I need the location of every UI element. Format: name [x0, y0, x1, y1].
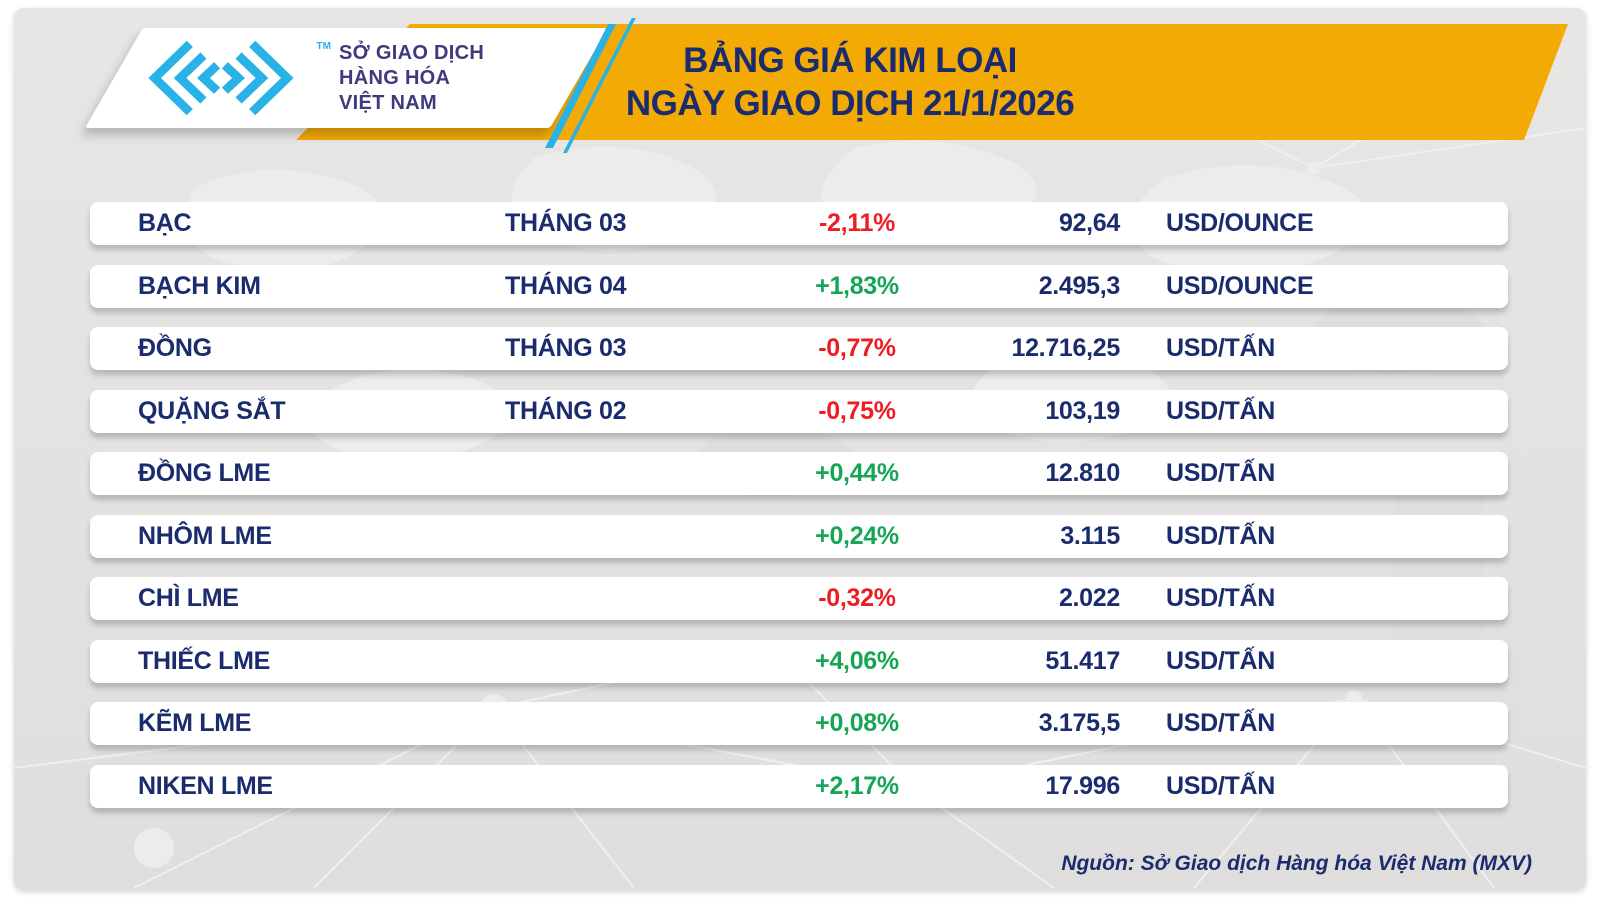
mxv-logo-card: TM SỞ GIAO DỊCH HÀNG HÓA VIỆT NAM: [85, 28, 608, 128]
price-value: 17.996: [1045, 771, 1120, 800]
exchange-name: SỞ GIAO DỊCH HÀNG HÓA VIỆT NAM: [339, 41, 484, 116]
table-row: ĐỒNG LME +0,44% 12.810 USD/TẤN: [90, 452, 1508, 495]
price-unit: USD/TẤN: [1166, 771, 1276, 800]
price-value: 92,64: [1058, 209, 1120, 237]
price-unit: USD/TẤN: [1166, 459, 1276, 487]
price-value: 12.716,25: [1011, 334, 1120, 362]
price-unit: USD/TẤN: [1166, 709, 1276, 737]
commodity-name: NIKEN LME: [138, 771, 273, 800]
page-title: BẢNG GIÁ KIM LOẠI NGÀY GIAO DỊCH 21/1/20…: [500, 39, 1200, 125]
content-panel: BẢNG GIÁ KIM LOẠI NGÀY GIAO DỊCH 21/1/20…: [14, 8, 1586, 890]
change-percent: +0,08%: [815, 709, 899, 737]
source-note: Nguồn: Sở Giao dịch Hàng hóa Việt Nam (M…: [1061, 852, 1532, 875]
commodity-name: ĐỒNG LME: [138, 459, 271, 487]
change-percent: +2,17%: [815, 771, 899, 800]
contract-month: THÁNG 02: [505, 396, 627, 425]
price-value: 51.417: [1045, 646, 1120, 675]
table-row: KẼM LME +0,08% 3.175,5 USD/TẤN: [90, 702, 1508, 745]
table-row: NHÔM LME +0,24% 3.115 USD/TẤN: [90, 514, 1508, 558]
commodity-name: BẠCH KIM: [138, 271, 261, 300]
price-value: 3.175,5: [1038, 709, 1121, 737]
price-value: 103,19: [1045, 396, 1120, 425]
change-percent: -2,11%: [818, 209, 896, 237]
change-percent: +0,44%: [815, 459, 899, 487]
title-line1: BẢNG GIÁ KIM LOẠI: [683, 41, 1017, 80]
contract-month: THÁNG 04: [505, 271, 627, 300]
exchange-name-line1: SỞ GIAO DỊCH: [339, 41, 485, 64]
price-unit: USD/OUNCE: [1166, 271, 1314, 300]
price-unit: USD/OUNCE: [1166, 209, 1314, 237]
trademark-symbol: TM: [316, 41, 331, 52]
table-row: ĐỒNG THÁNG 03 -0,77% 12.716,25 USD/TẤN: [90, 327, 1508, 370]
price-value: 12.810: [1045, 459, 1120, 487]
commodity-name: CHÌ LME: [138, 584, 239, 612]
change-percent: +0,24%: [815, 521, 899, 550]
price-value: 2.022: [1058, 584, 1120, 612]
price-table: BẠC THÁNG 03 -2,11% 92,64 USD/OUNCE BẠCH…: [90, 202, 1508, 808]
table-row: CHÌ LME -0,32% 2.022 USD/TẤN: [90, 577, 1508, 620]
price-value: 2.495,3: [1038, 271, 1121, 300]
commodity-name: NHÔM LME: [138, 521, 272, 550]
change-percent: +4,06%: [815, 646, 899, 675]
title-line2: NGÀY GIAO DỊCH 21/1/2026: [625, 84, 1075, 123]
price-unit: USD/TẤN: [1166, 521, 1276, 550]
table-row: QUẶNG SẮT THÁNG 02 -0,75% 103,19 USD/TẤN: [90, 389, 1508, 433]
commodity-name: KẼM LME: [138, 709, 252, 737]
mxv-logo: TM SỞ GIAO DỊCH HÀNG HÓA VIỆT NAM: [85, 28, 550, 128]
price-unit: USD/TẤN: [1166, 334, 1276, 362]
contract-month: THÁNG 03: [505, 209, 627, 237]
table-row: NIKEN LME +2,17% 17.996 USD/TẤN: [90, 764, 1508, 808]
commodity-name: QUẶNG SẮT: [138, 396, 286, 425]
change-percent: -0,77%: [818, 334, 896, 362]
commodity-name: BẠC: [138, 209, 192, 237]
mxv-logo-icon: TM: [125, 39, 331, 117]
commodity-name: ĐỒNG: [138, 334, 212, 362]
price-unit: USD/TẤN: [1166, 396, 1276, 425]
change-percent: -0,32%: [818, 584, 896, 612]
commodity-name: THIẾC LME: [138, 646, 271, 675]
exchange-name-line3: VIỆT NAM: [339, 91, 437, 114]
change-percent: +1,83%: [815, 271, 899, 300]
table-row: BẠC THÁNG 03 -2,11% 92,64 USD/OUNCE: [90, 202, 1508, 245]
price-value: 3.115: [1060, 521, 1120, 550]
price-unit: USD/TẤN: [1166, 646, 1276, 675]
contract-month: THÁNG 03: [505, 334, 627, 362]
table-row: BẠCH KIM THÁNG 04 +1,83% 2.495,3 USD/OUN…: [90, 264, 1508, 308]
exchange-name-line2: HÀNG HÓA: [339, 66, 451, 89]
table-row: THIẾC LME +4,06% 51.417 USD/TẤN: [90, 639, 1508, 683]
price-unit: USD/TẤN: [1166, 584, 1276, 612]
change-percent: -0,75%: [818, 396, 896, 425]
